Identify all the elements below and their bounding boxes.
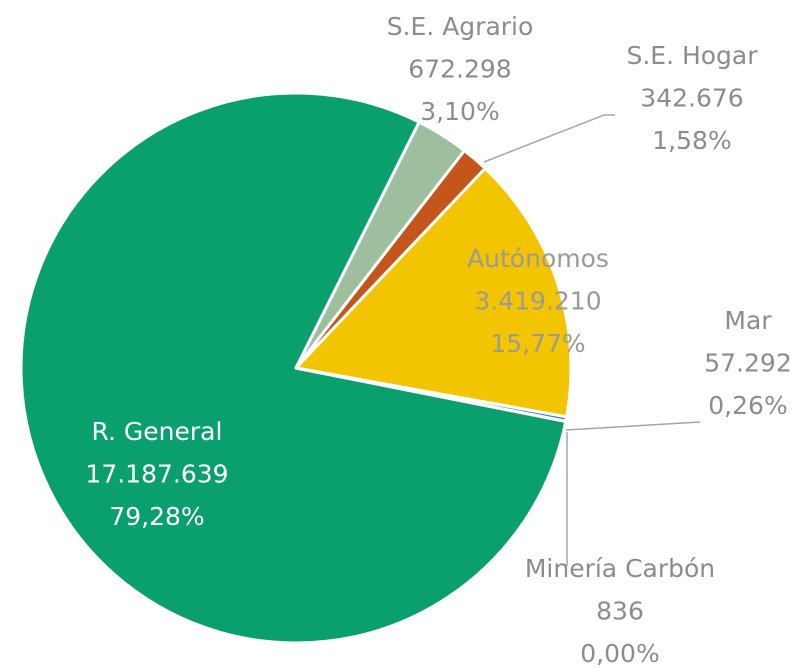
slice bbox=[294, 166, 573, 419]
category-label: R. General bbox=[92, 417, 223, 446]
percent-label: 15,77% bbox=[490, 329, 585, 358]
value-label: 836 bbox=[596, 597, 644, 626]
value-label: 672.298 bbox=[408, 55, 511, 84]
percent-label: 0,00% bbox=[580, 639, 659, 668]
slice bbox=[19, 91, 568, 645]
value-label: 342.676 bbox=[640, 84, 743, 113]
value-label: 3.419.210 bbox=[474, 287, 601, 316]
labels: R. General 17.187.639 79,28% S.E. Agrario 67… bbox=[85, 12, 791, 668]
value-label: 57.292 bbox=[704, 349, 791, 378]
category-label: Autónomos bbox=[467, 244, 609, 273]
slices bbox=[19, 91, 573, 645]
category-label: S.E. Agrario bbox=[387, 12, 534, 41]
percent-label: 3,10% bbox=[420, 97, 499, 126]
category-label: S.E. Hogar bbox=[626, 41, 758, 70]
leader-line bbox=[483, 114, 615, 163]
slice bbox=[294, 366, 568, 423]
value-label: 17.187.639 bbox=[85, 460, 228, 489]
percent-label: 1,58% bbox=[652, 126, 731, 155]
percent-label: 0,26% bbox=[708, 391, 787, 420]
category-label: Minería Carbón bbox=[525, 554, 715, 583]
category-label: Mar bbox=[724, 306, 772, 335]
percent-label: 79,28% bbox=[109, 502, 204, 531]
leader-line bbox=[565, 421, 701, 431]
